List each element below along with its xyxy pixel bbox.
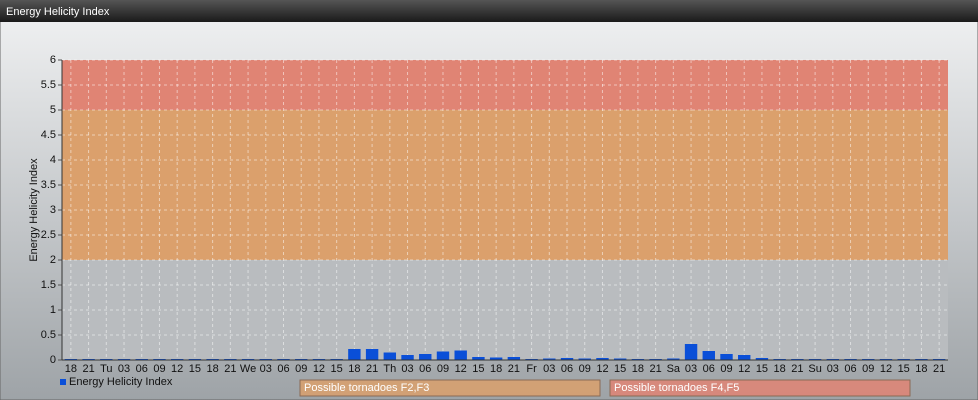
x-tick-label: 03: [543, 363, 555, 375]
x-tick-label: 06: [561, 363, 573, 375]
x-tick-label: 18: [774, 363, 786, 375]
x-tick-label: 06: [136, 363, 148, 375]
bar: [596, 358, 609, 360]
x-tick-label: We: [240, 363, 256, 375]
x-tick-label: Fr: [526, 363, 537, 375]
y-tick-label: 3.5: [41, 179, 56, 191]
x-tick-label: 21: [791, 363, 803, 375]
legend-band-label: Possible tornadoes F4,F5: [614, 382, 739, 394]
x-tick-label: 18: [65, 363, 77, 375]
bar: [436, 351, 450, 360]
legend-band-label: Possible tornadoes F2,F3: [304, 382, 429, 394]
y-tick-label: 4.5: [41, 129, 56, 141]
x-tick-label: 06: [703, 363, 715, 375]
x-tick-label: 03: [118, 363, 130, 375]
x-tick-label: Th: [383, 363, 396, 375]
x-tick-label: 03: [827, 363, 839, 375]
y-tick-label: 3: [50, 204, 56, 216]
bar: [702, 351, 715, 360]
bar: [507, 357, 521, 360]
x-tick-label: 09: [295, 363, 307, 375]
bar: [348, 349, 361, 360]
y-tick-label: 2.5: [41, 229, 56, 241]
bar: [578, 358, 591, 360]
x-tick-label: 09: [720, 363, 732, 375]
x-tick-label: 15: [331, 363, 343, 375]
x-tick-label: 12: [880, 363, 892, 375]
legend-label: Energy Helicity Index: [69, 376, 173, 388]
x-tick-label: Sa: [667, 363, 681, 375]
x-tick-label: 06: [844, 363, 856, 375]
y-tick-label: 5: [50, 104, 56, 116]
bar: [667, 358, 680, 360]
x-tick-label: 21: [933, 363, 945, 375]
x-tick-label: 09: [862, 363, 874, 375]
x-tick-label: 09: [437, 363, 449, 375]
bar: [401, 355, 414, 360]
x-tick-label: 09: [579, 363, 591, 375]
x-tick-label: 21: [82, 363, 94, 375]
y-tick-label: 2: [50, 254, 56, 266]
y-tick-label: 1.5: [41, 279, 56, 291]
x-tick-label: 03: [401, 363, 413, 375]
x-tick-label: 15: [898, 363, 910, 375]
x-tick-label: 21: [224, 363, 236, 375]
x-tick-label: 21: [649, 363, 661, 375]
legend-band: [609, 379, 911, 397]
x-tick-label: 12: [171, 363, 183, 375]
x-tick-label: 18: [632, 363, 644, 375]
bar: [489, 357, 503, 360]
x-tick-label: 12: [313, 363, 325, 375]
legend-band: [299, 379, 601, 397]
x-tick-label: 15: [189, 363, 201, 375]
x-tick-label: 15: [472, 363, 484, 375]
x-tick-label: 15: [756, 363, 768, 375]
x-tick-label: 15: [614, 363, 626, 375]
x-tick-label: 21: [508, 363, 520, 375]
bar: [613, 358, 627, 360]
y-tick-label: 4: [50, 154, 56, 166]
bar: [383, 352, 397, 360]
x-tick-label: 18: [490, 363, 502, 375]
x-tick-label: 18: [348, 363, 360, 375]
x-tick-label: 18: [206, 363, 218, 375]
y-axis-label: Energy Helicity Index: [28, 158, 40, 262]
legend-swatch: [60, 379, 66, 385]
bar: [365, 349, 379, 360]
y-tick-label: 1: [50, 304, 56, 316]
x-tick-label: 12: [596, 363, 608, 375]
x-tick-label: 03: [260, 363, 272, 375]
x-tick-label: 06: [277, 363, 289, 375]
x-tick-label: 03: [685, 363, 697, 375]
title-bar: [0, 0, 978, 22]
bar: [720, 354, 733, 360]
window-title: Energy Helicity Index: [6, 6, 110, 18]
bar: [560, 358, 574, 360]
bar: [755, 358, 769, 360]
bar: [738, 355, 751, 360]
bar: [472, 357, 485, 360]
y-tick-label: 0: [50, 354, 56, 366]
y-tick-label: 0.5: [41, 329, 56, 341]
x-tick-label: 18: [915, 363, 927, 375]
y-tick-label: 6: [50, 54, 56, 66]
x-tick-label: 09: [153, 363, 165, 375]
bar: [684, 344, 698, 360]
bar: [419, 354, 432, 360]
x-tick-label: Su: [808, 363, 821, 375]
x-tick-label: Tu: [100, 363, 112, 375]
x-tick-label: 12: [455, 363, 467, 375]
x-tick-label: 12: [738, 363, 750, 375]
x-tick-label: 06: [419, 363, 431, 375]
bar: [454, 350, 467, 360]
y-tick-label: 5.5: [41, 79, 56, 91]
x-tick-label: 21: [366, 363, 378, 375]
bar: [543, 358, 556, 360]
